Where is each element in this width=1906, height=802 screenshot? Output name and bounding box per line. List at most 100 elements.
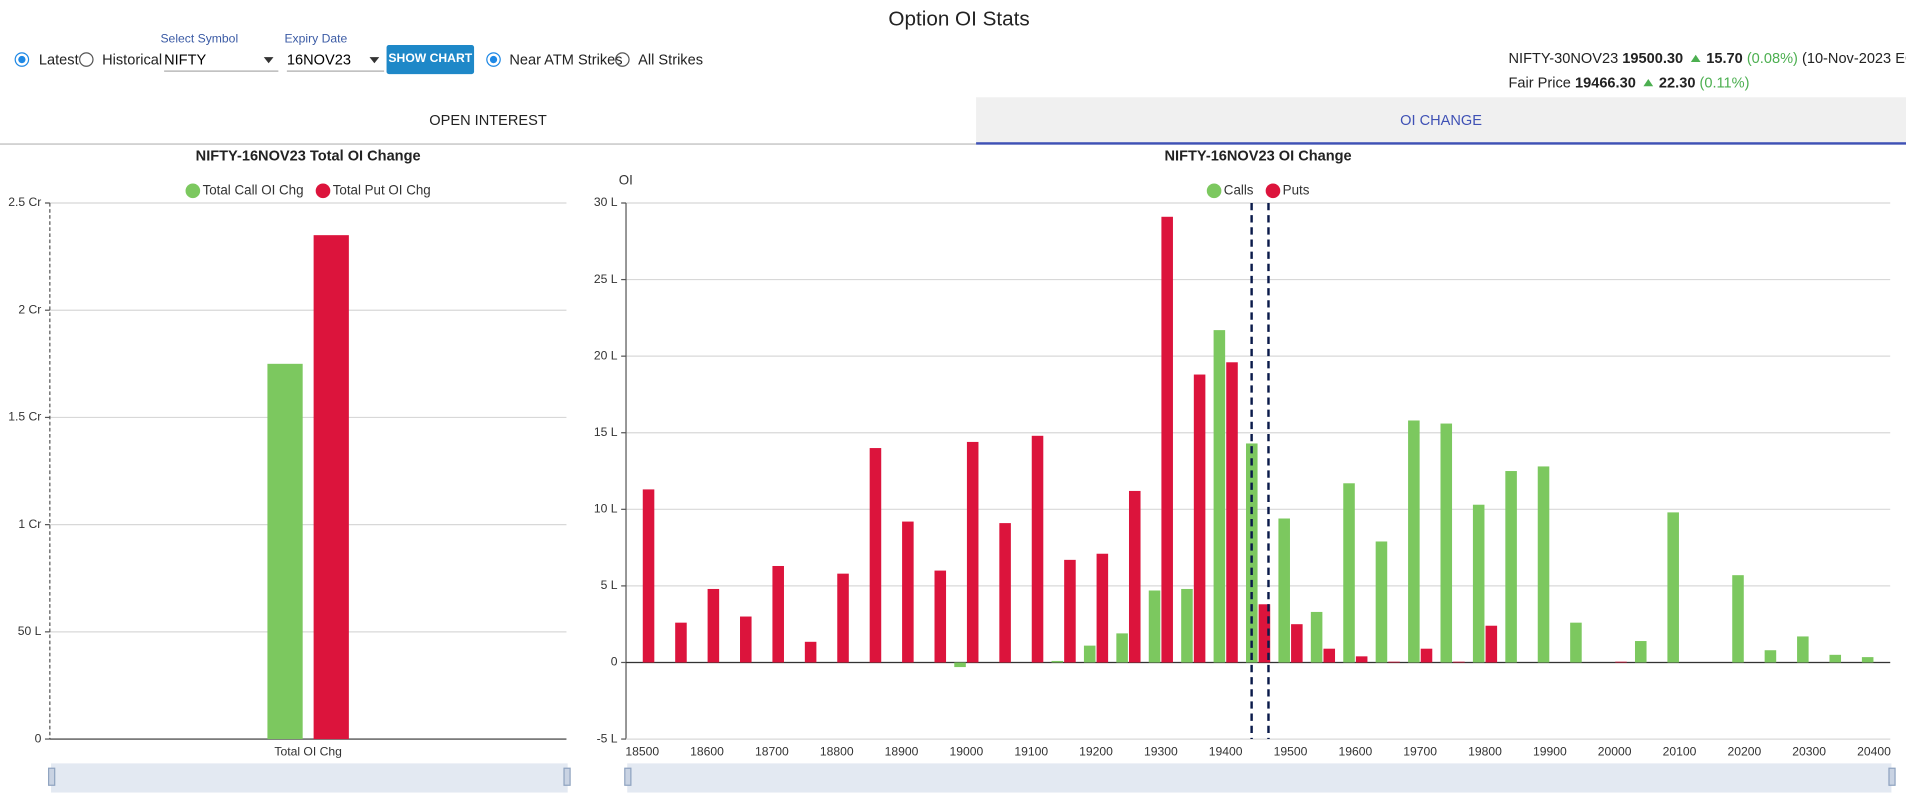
y-tick-label: 30 L: [594, 195, 618, 209]
bar: [740, 616, 752, 663]
bar: [837, 573, 849, 663]
zoom-slider[interactable]: [51, 763, 568, 793]
bar: [1161, 216, 1173, 663]
bar: [1291, 624, 1303, 663]
fair-label: Fair Price: [1508, 74, 1571, 92]
legend-label: Puts: [1283, 182, 1310, 197]
x-tick-label: 18500: [625, 745, 659, 759]
x-tick-label: 19400: [1209, 745, 1243, 759]
bar: [1213, 330, 1226, 663]
bar: [1193, 374, 1206, 663]
bar: [1031, 435, 1044, 663]
expiry-select[interactable]: 16NOV23: [286, 49, 385, 72]
slider-handle[interactable]: [624, 767, 632, 786]
price: 19500.30: [1622, 49, 1684, 67]
legend-marker: [315, 183, 331, 199]
bar: [1148, 590, 1161, 663]
bar: [1472, 504, 1485, 663]
bar: [1732, 575, 1744, 663]
radio-near-atm[interactable]: [486, 52, 501, 67]
radio-label: Historical: [102, 51, 163, 69]
slider-handle[interactable]: [563, 767, 571, 786]
radio-all-strikes[interactable]: [615, 52, 630, 67]
charts: NIFTY-16NOV23 Total OI Change 0 50 L 1 Cr 1.…: [8, 149, 1896, 793]
quote-line: NIFTY-30NOV23 19500.30 15.70 (0.08%) (10-…: [1509, 50, 1906, 67]
slider-handle[interactable]: [1888, 767, 1896, 786]
bar: [1226, 362, 1238, 663]
slider-handle[interactable]: [48, 767, 56, 786]
bar: [1128, 490, 1141, 663]
contract: NIFTY-30NOV23: [1508, 49, 1619, 67]
y-tick-label: 1 Cr: [18, 517, 41, 531]
zoom-slider[interactable]: [627, 763, 1892, 793]
radio-label: Near ATM Strikes: [509, 51, 623, 69]
bar: [1116, 633, 1128, 663]
bar: [1797, 636, 1809, 663]
field-label: Expiry Date: [284, 32, 348, 47]
bar: [1615, 661, 1627, 663]
bar: [675, 622, 687, 663]
legend-label: Calls: [1224, 182, 1254, 197]
fair-change-pct: (0.11%): [1699, 74, 1750, 92]
select-value: 16NOV23: [286, 51, 351, 69]
bar: [1310, 611, 1323, 663]
select-value: NIFTY: [164, 51, 207, 69]
legend-marker: [1206, 183, 1222, 199]
bar: [1420, 648, 1433, 663]
y-tick-label: 50 L: [18, 624, 42, 638]
y-tick-label: 5 L: [601, 578, 618, 592]
bar: [1388, 661, 1400, 663]
radio-historical[interactable]: [79, 52, 94, 67]
x-tick-label: 20200: [1727, 745, 1761, 759]
symbol-select[interactable]: NIFTY: [164, 49, 279, 72]
legend-label: Total Put OI Chg: [333, 182, 431, 197]
radio-label: Latest: [38, 51, 79, 69]
bar: [1667, 512, 1679, 663]
radio-label: All Strikes: [638, 51, 704, 69]
bar: [313, 235, 349, 740]
radio-latest[interactable]: [14, 52, 30, 67]
bar: [1408, 420, 1420, 663]
y-tick-label: -5 L: [597, 731, 618, 745]
bar: [1355, 656, 1368, 663]
fair-change: 22.30: [1658, 74, 1696, 92]
tab[interactable]: OPEN INTEREST: [0, 97, 977, 145]
x-tick-label: 20400: [1857, 745, 1891, 759]
x-tick-label: 19800: [1468, 745, 1502, 759]
x-tick-label: 19100: [1014, 745, 1048, 759]
bar: [1051, 660, 1064, 663]
bar: [954, 662, 966, 668]
legend-marker: [1265, 183, 1281, 199]
page-title: Option OI Stats: [888, 7, 1030, 31]
bar: [1375, 541, 1388, 663]
bar: [1453, 661, 1465, 663]
bar: [1343, 483, 1355, 663]
y-tick-label: 2.5 Cr: [8, 195, 41, 209]
bar: [1258, 604, 1271, 663]
x-tick-label: 18600: [690, 745, 724, 759]
bar: [804, 641, 817, 663]
y-tick-label: 0: [611, 655, 618, 669]
bar: [1083, 645, 1096, 663]
x-tick-label: 19900: [1533, 745, 1567, 759]
as-of: (10-Nov-2023 EOD ): [1801, 49, 1906, 67]
fair-line: Fair Price 19466.30 22.30 (0.11%): [1509, 74, 1750, 91]
bar: [1096, 553, 1109, 663]
bar: [1440, 423, 1453, 663]
chart-title: NIFTY-16NOV23 Total OI Change: [196, 149, 421, 165]
bar: [642, 489, 655, 663]
y-tick-label: 15 L: [594, 425, 618, 439]
change: 15.70: [1706, 49, 1743, 67]
x-tick-label: Total OI Chg: [274, 745, 341, 759]
bar: [1485, 625, 1498, 663]
bar: [966, 441, 979, 663]
bar: [1861, 657, 1874, 663]
y-tick-label: 2 Cr: [18, 302, 41, 316]
x-tick-label: 20000: [1598, 745, 1632, 759]
legend-label: Total Call OI Chg: [203, 182, 304, 197]
show-chart-button[interactable]: SHOW CHART: [386, 44, 475, 75]
up-arrow: [1643, 79, 1653, 87]
tab-active[interactable]: OI CHANGE: [976, 97, 1906, 145]
bar: [1064, 559, 1076, 663]
